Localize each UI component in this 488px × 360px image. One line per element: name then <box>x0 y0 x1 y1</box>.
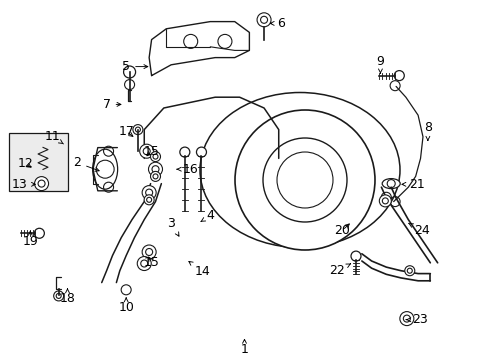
Text: 17: 17 <box>118 125 134 138</box>
Text: 9: 9 <box>376 55 384 73</box>
Circle shape <box>257 13 270 27</box>
Text: 19: 19 <box>22 231 38 248</box>
Circle shape <box>393 71 404 81</box>
Circle shape <box>196 147 206 157</box>
Circle shape <box>140 144 153 158</box>
Text: 16: 16 <box>177 163 198 176</box>
Bar <box>9 133 68 191</box>
Circle shape <box>35 177 48 190</box>
Text: 21: 21 <box>401 178 424 191</box>
Circle shape <box>180 147 189 157</box>
Circle shape <box>150 152 160 162</box>
Circle shape <box>137 257 151 270</box>
Text: 24: 24 <box>407 223 428 237</box>
Text: 12: 12 <box>18 157 33 170</box>
Ellipse shape <box>92 149 118 189</box>
Text: 14: 14 <box>188 261 210 278</box>
Text: 11: 11 <box>45 130 63 144</box>
Text: 2: 2 <box>73 156 99 171</box>
Ellipse shape <box>200 93 399 247</box>
Text: 6: 6 <box>270 17 285 30</box>
Text: 20: 20 <box>334 224 349 237</box>
Text: 10: 10 <box>118 298 134 314</box>
Text: 5: 5 <box>122 60 147 73</box>
Circle shape <box>142 245 156 259</box>
Text: 13: 13 <box>12 178 35 191</box>
Circle shape <box>399 312 413 325</box>
Circle shape <box>235 110 374 250</box>
Text: 7: 7 <box>102 98 121 111</box>
Circle shape <box>148 162 162 176</box>
Circle shape <box>123 66 135 78</box>
Text: 8: 8 <box>423 121 431 140</box>
Text: 4: 4 <box>201 210 214 222</box>
Text: 18: 18 <box>60 289 75 305</box>
Circle shape <box>379 195 390 207</box>
Circle shape <box>54 291 63 301</box>
Text: 23: 23 <box>405 313 427 326</box>
Circle shape <box>350 251 360 261</box>
Ellipse shape <box>382 179 399 189</box>
Circle shape <box>144 195 154 205</box>
Text: 1: 1 <box>240 339 248 356</box>
Circle shape <box>404 266 414 276</box>
Text: 15: 15 <box>143 145 159 158</box>
Text: 22: 22 <box>329 264 350 277</box>
Circle shape <box>133 125 142 135</box>
Text: 3: 3 <box>167 217 179 236</box>
Circle shape <box>150 171 160 181</box>
Circle shape <box>34 228 44 238</box>
Text: 15: 15 <box>143 256 159 269</box>
Circle shape <box>142 186 156 199</box>
